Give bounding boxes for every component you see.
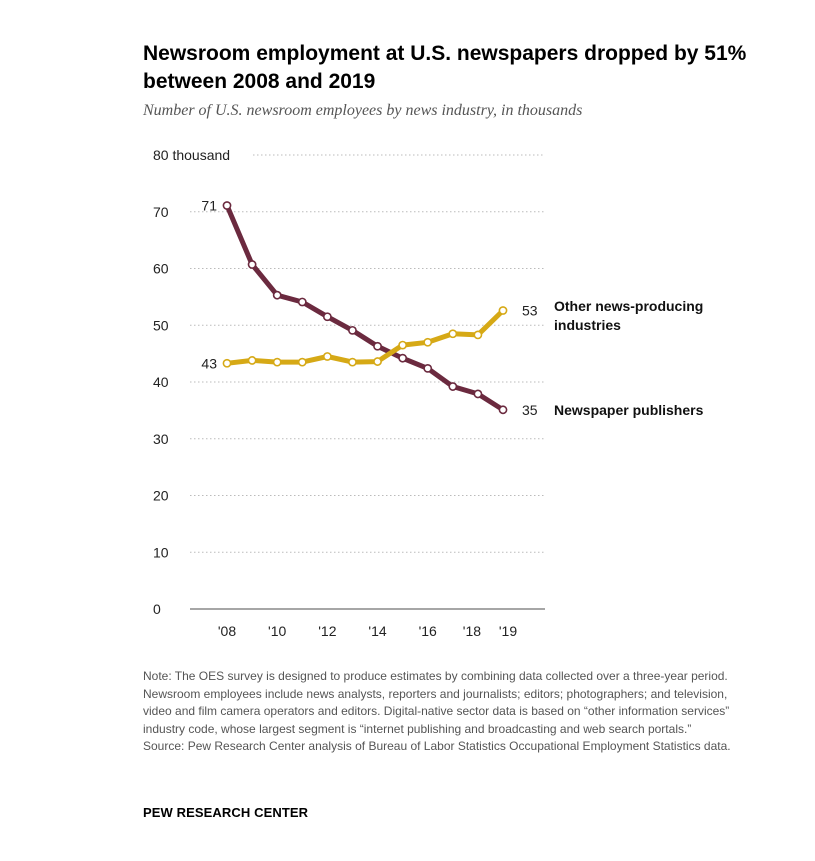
data-point	[423, 363, 433, 373]
y-tick-label: 70	[153, 204, 169, 220]
y-tick-label: 20	[153, 488, 169, 504]
brand-logo-text: PEW RESEARCH CENTER	[143, 805, 309, 820]
end-value-label: 35	[522, 402, 538, 418]
x-tick-label: '16	[419, 623, 437, 639]
data-point	[448, 329, 458, 339]
x-tick-label: '08	[218, 623, 236, 639]
data-point	[222, 201, 232, 210]
data-point	[448, 382, 458, 391]
data-point	[398, 353, 408, 363]
data-point	[373, 341, 382, 351]
data-point	[423, 337, 433, 347]
data-point	[398, 340, 408, 350]
y-tick-label: 80 thousand	[153, 147, 230, 163]
data-point	[297, 357, 307, 367]
series-name-label: industries	[554, 317, 621, 333]
y-tick-label: 50	[153, 317, 169, 333]
data-point	[498, 306, 508, 315]
x-tick-label: '10	[268, 623, 286, 639]
data-point	[322, 352, 332, 361]
start-value-label: 43	[201, 355, 217, 371]
chart-title: Newsroom employment at U.S. newspapers d…	[143, 42, 747, 93]
note-text: Note: The OES survey is designed to prod…	[143, 669, 730, 736]
line-chart: 0 10 20 30 40 50 60 70 80 thousand '08 '10 '12 '14 '1…	[153, 147, 704, 639]
data-point	[322, 312, 332, 322]
data-point	[297, 297, 307, 307]
data-point	[348, 357, 357, 367]
end-value-label: 53	[522, 302, 538, 318]
data-point	[272, 290, 282, 300]
x-tick-label: '14	[368, 623, 386, 639]
data-point	[222, 358, 232, 368]
series-name-label: Newspaper publishers	[554, 402, 704, 418]
x-tick-label: '12	[318, 623, 336, 639]
start-value-label: 71	[201, 198, 217, 214]
x-tick-label: '19	[499, 623, 517, 639]
series-lines	[222, 201, 508, 415]
data-point	[473, 330, 483, 340]
y-tick-label: 40	[153, 374, 169, 390]
chart-subtitle: Number of U.S. newsroom employees by new…	[143, 102, 583, 119]
series-line-0	[224, 203, 506, 413]
data-point	[272, 357, 282, 367]
x-tick-label: '18	[463, 623, 481, 639]
y-tick-label: 60	[153, 261, 169, 277]
y-tick-label: 30	[153, 431, 169, 447]
data-point	[247, 356, 257, 365]
data-point	[473, 389, 483, 399]
data-labels: 71 35 Newspaper publishers 43 53 Other news-p…	[201, 198, 703, 418]
axes: 0 10 20 30 40 50 60 70 80 thousand '08 '10 '12 '14 '1…	[153, 147, 545, 639]
y-tick-label: 10	[153, 544, 169, 560]
series-name-label: Other news-producing	[554, 298, 703, 314]
data-point	[373, 357, 382, 366]
source-text: Source: Pew Research Center analysis of …	[143, 739, 731, 753]
y-tick-label: 0	[153, 601, 161, 617]
gridlines	[190, 154, 545, 553]
chart-note: Note: The OES survey is designed to prod…	[143, 668, 743, 756]
data-point	[348, 325, 357, 335]
data-point	[247, 260, 257, 269]
data-point	[498, 405, 508, 415]
